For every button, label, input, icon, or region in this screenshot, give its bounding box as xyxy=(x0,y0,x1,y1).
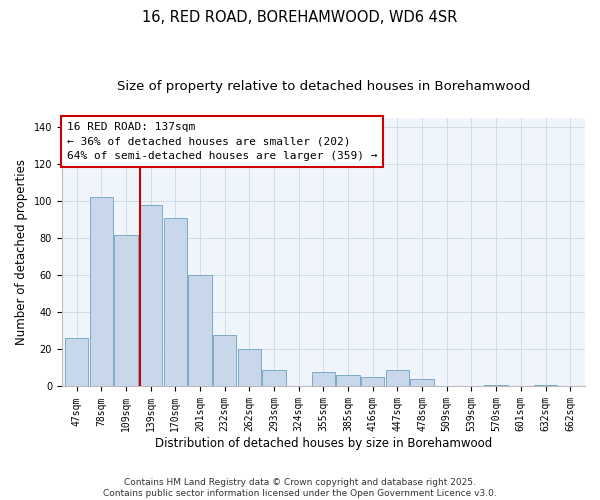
Bar xyxy=(139,205,163,386)
Bar xyxy=(65,338,88,386)
Bar xyxy=(337,376,360,386)
Bar xyxy=(534,384,557,386)
Bar xyxy=(164,218,187,386)
Bar xyxy=(361,377,385,386)
Text: 16, RED ROAD, BOREHAMWOOD, WD6 4SR: 16, RED ROAD, BOREHAMWOOD, WD6 4SR xyxy=(142,10,458,25)
Bar xyxy=(213,334,236,386)
Bar xyxy=(262,370,286,386)
Title: Size of property relative to detached houses in Borehamwood: Size of property relative to detached ho… xyxy=(117,80,530,93)
Bar xyxy=(386,370,409,386)
Bar xyxy=(188,276,212,386)
Bar xyxy=(484,384,508,386)
Bar xyxy=(89,198,113,386)
Bar xyxy=(410,379,434,386)
Text: Contains HM Land Registry data © Crown copyright and database right 2025.
Contai: Contains HM Land Registry data © Crown c… xyxy=(103,478,497,498)
Bar xyxy=(114,234,137,386)
Bar xyxy=(238,350,261,387)
Y-axis label: Number of detached properties: Number of detached properties xyxy=(15,159,28,345)
Bar xyxy=(311,372,335,386)
X-axis label: Distribution of detached houses by size in Borehamwood: Distribution of detached houses by size … xyxy=(155,437,492,450)
Text: 16 RED ROAD: 137sqm
← 36% of detached houses are smaller (202)
64% of semi-detac: 16 RED ROAD: 137sqm ← 36% of detached ho… xyxy=(67,122,377,162)
